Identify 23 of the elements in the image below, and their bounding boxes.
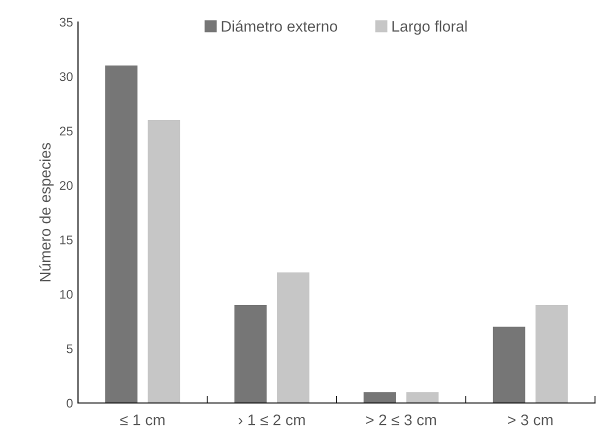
x-tick-label: > 3 cm xyxy=(508,414,553,426)
y-axis-title: Número de especies xyxy=(39,142,54,282)
y-tick-label: 15 xyxy=(60,236,73,244)
y-tick-label: 5 xyxy=(66,344,73,354)
bar xyxy=(105,66,138,403)
y-tick-label: 35 xyxy=(60,18,73,27)
bar xyxy=(364,392,396,403)
y-tick-label: 10 xyxy=(60,290,73,299)
x-tick-label: › 1 ≤ 2 cm xyxy=(238,414,305,426)
x-tick-label: > 2 ≤ 3 cm xyxy=(366,414,436,426)
y-tick-label: 25 xyxy=(60,126,73,136)
bar xyxy=(492,326,526,403)
bar xyxy=(148,120,180,403)
legend-label: Diámetro externo xyxy=(222,20,338,32)
bar xyxy=(536,305,568,403)
x-tick-label: ≤ 1 cm xyxy=(120,414,164,426)
y-tick-label: 30 xyxy=(60,72,73,82)
y-tick-label: 20 xyxy=(60,181,73,190)
bar xyxy=(406,392,439,403)
bar xyxy=(277,272,310,403)
bar xyxy=(234,305,267,403)
y-tick-label: 0 xyxy=(66,398,73,408)
legend-label: Largo floral xyxy=(392,20,467,35)
